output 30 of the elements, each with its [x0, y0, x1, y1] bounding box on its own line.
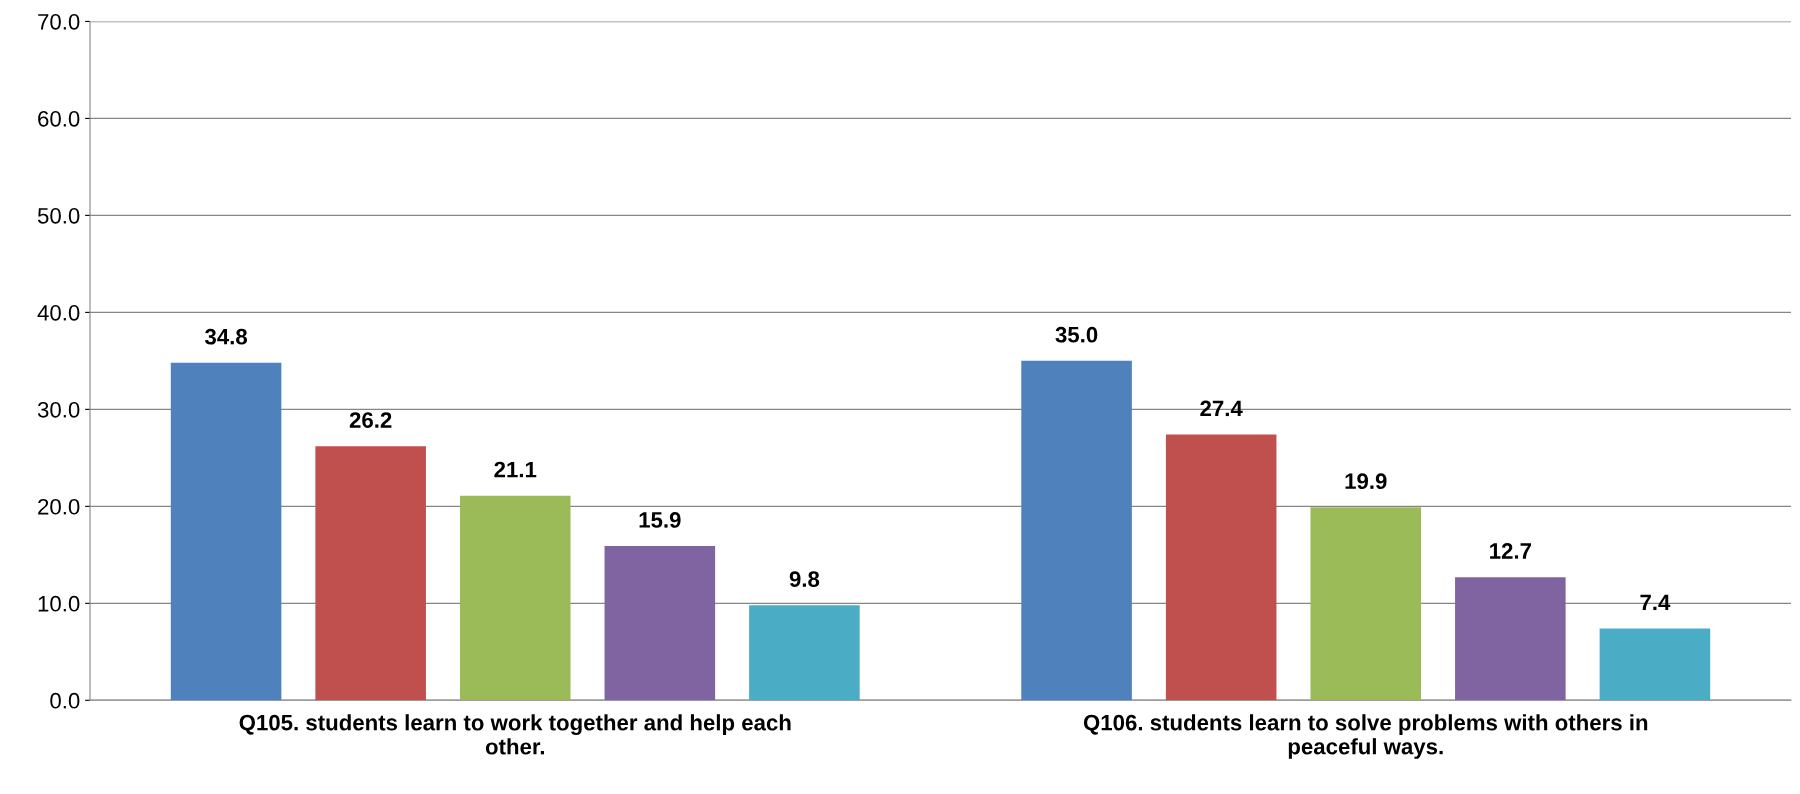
- data-label: 15.9: [639, 512, 681, 528]
- x-tick-label: Q106. students learn to solve problems with others in peaceful ways.: [1083, 714, 1648, 759]
- data-label: 35.0: [1055, 326, 1098, 343]
- y-tick-label: 20.0: [38, 498, 80, 515]
- data-label: 27.4: [1200, 400, 1243, 417]
- data-label: 26.2: [349, 412, 392, 428]
- bar: [1310, 507, 1422, 701]
- data-label: 7.4: [1640, 594, 1671, 611]
- bar: [1165, 434, 1277, 701]
- y-tick-label: 50.0: [37, 207, 80, 224]
- data-label: 21.1: [494, 461, 537, 478]
- bar: [170, 362, 282, 701]
- y-tick-label: 40.0: [37, 304, 80, 321]
- bar: [315, 446, 426, 701]
- bar: [604, 546, 716, 701]
- data-label: 9.8: [789, 571, 820, 587]
- data-label: 34.8: [204, 328, 248, 345]
- data-label: 12.7: [1490, 543, 1531, 559]
- x-tick-label: Q105. students learn to work together and help each other.: [239, 714, 791, 755]
- data-label: 19.9: [1345, 473, 1387, 490]
- bar: [459, 495, 571, 701]
- bar: [749, 605, 860, 701]
- y-tick-label: 60.0: [38, 110, 80, 127]
- bar: [1599, 628, 1711, 701]
- bar: [1021, 360, 1132, 701]
- y-tick-label: 30.0: [37, 401, 80, 418]
- y-tick-label: 70.0: [38, 13, 80, 30]
- y-tick-label: 10.0: [38, 595, 80, 612]
- bar: [1455, 577, 1566, 701]
- y-tick-label: 0.0: [50, 692, 80, 709]
